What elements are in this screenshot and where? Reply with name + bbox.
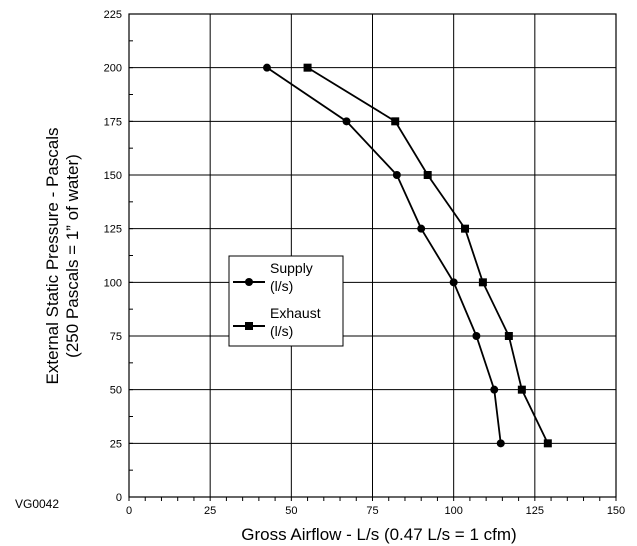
minor-ticks xyxy=(128,13,617,501)
x-tick-label: 0 xyxy=(126,505,132,517)
data-point-supply xyxy=(496,439,505,448)
data-point-exhaust xyxy=(423,171,432,179)
legend-box xyxy=(228,255,344,347)
data-point-supply xyxy=(262,63,271,72)
x-tick-label: 75 xyxy=(366,505,378,517)
x-tick-label: 25 xyxy=(204,505,216,517)
series-line-supply xyxy=(266,66,502,444)
y-tick-label: 175 xyxy=(104,116,122,128)
data-point-exhaust xyxy=(478,278,487,287)
y-tick-label: 100 xyxy=(104,277,122,289)
x-tick-label: 150 xyxy=(607,505,625,517)
data-point-exhaust xyxy=(391,117,400,126)
data-point-exhaust xyxy=(461,224,470,233)
y-tick-label: 50 xyxy=(110,385,122,397)
data-point-supply xyxy=(342,117,351,126)
y-axis-title-line-2: (250 Pascals = 1” of water) xyxy=(63,154,82,358)
legend-marker-supply xyxy=(245,278,253,286)
series-layer xyxy=(262,63,552,448)
data-point-supply xyxy=(449,278,458,287)
grid xyxy=(128,13,617,498)
y-axis-title-line-1: External Static Pressure - Pascals xyxy=(43,128,62,385)
legend-label-exhaust-line-2: (l/s) xyxy=(270,323,293,339)
data-point-supply xyxy=(417,224,426,233)
legend-label-exhaust-line-1: Exhaust xyxy=(270,305,321,321)
y-tick-label: 125 xyxy=(104,224,122,236)
data-point-exhaust xyxy=(517,385,526,394)
data-point-exhaust xyxy=(504,332,513,340)
y-tick-labels: 0 25 50 75 100 125 150 175 200 225 xyxy=(104,9,122,504)
y-tick-label: 25 xyxy=(110,438,122,450)
data-point-exhaust xyxy=(303,63,312,72)
x-tick-label: 50 xyxy=(285,505,297,517)
x-tick-label: 125 xyxy=(526,505,544,517)
y-tick-label: 200 xyxy=(104,63,122,75)
y-tick-label: 0 xyxy=(116,492,122,504)
data-point-exhaust xyxy=(543,439,552,448)
data-point-supply xyxy=(490,385,499,394)
data-point-supply xyxy=(472,332,481,340)
legend-label-supply-line-1: Supply xyxy=(270,260,313,276)
x-tick-label: 100 xyxy=(444,505,462,517)
figure-code: VG0042 xyxy=(15,497,59,511)
series-line-exhaust xyxy=(307,66,549,444)
legend: Supply (l/s) Exhaust (l/s) xyxy=(228,255,344,347)
plot-frame xyxy=(128,13,617,498)
x-axis-title: Gross Airflow - L/s (0.47 L/s = 1 cfm) xyxy=(241,525,516,544)
x-tick-labels: 0 25 50 75 100 125 150 xyxy=(126,505,625,517)
legend-marker-exhaust xyxy=(245,322,253,330)
y-tick-label: 225 xyxy=(104,9,122,21)
y-tick-label: 150 xyxy=(104,170,122,182)
data-point-supply xyxy=(392,171,401,179)
y-tick-label: 75 xyxy=(110,331,122,343)
legend-label-supply-line-2: (l/s) xyxy=(270,278,293,294)
